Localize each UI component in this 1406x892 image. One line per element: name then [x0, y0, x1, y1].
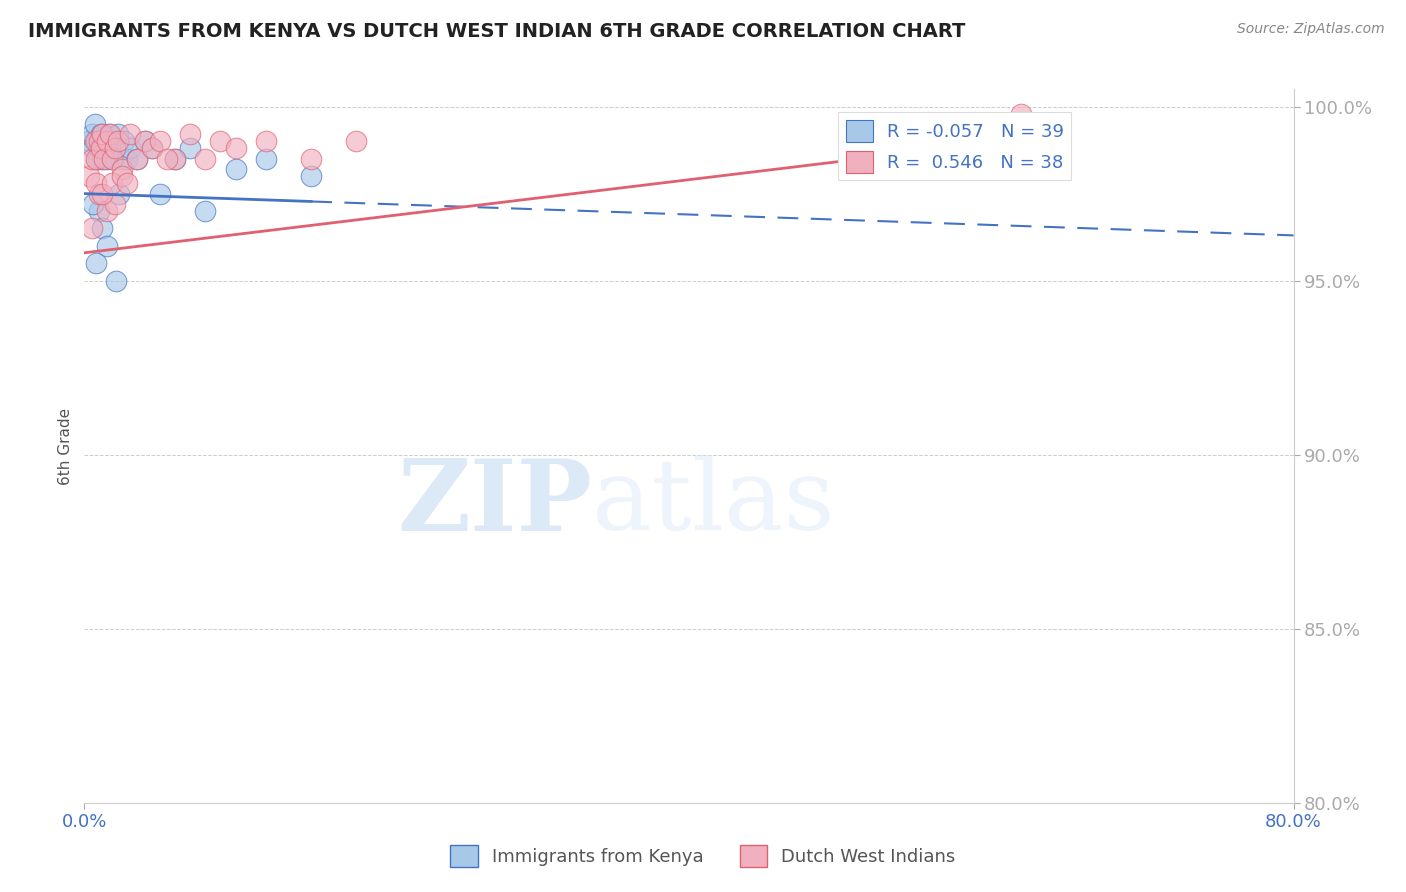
Point [80, 128, 103, 142]
Point [91, 128, 114, 142]
Point [90, 141, 112, 155]
Point [111, 162, 134, 177]
Point [111, 169, 134, 184]
Point [93, 135, 115, 149]
Point [104, 197, 127, 211]
Point [299, 152, 322, 166]
Point [86, 152, 108, 166]
Point [108, 186, 131, 201]
Point [118, 128, 141, 142]
Point [89, 186, 111, 201]
Point [82, 141, 104, 155]
Point [96, 204, 118, 219]
Point [149, 135, 172, 149]
Point [100, 152, 122, 166]
Point [254, 152, 277, 166]
Point [91, 152, 114, 166]
Point [97, 128, 120, 142]
Point [89, 141, 111, 155]
Point [112, 135, 135, 149]
Point [194, 204, 217, 219]
Point [96, 135, 118, 149]
Point [107, 135, 129, 149]
Point [225, 141, 247, 155]
Point [100, 176, 122, 190]
Point [134, 135, 156, 149]
Point [127, 152, 149, 166]
Point [1011, 106, 1033, 120]
Point [96, 152, 118, 166]
Point [100, 135, 122, 149]
Point [165, 152, 187, 166]
Point [91, 221, 114, 235]
Point [209, 135, 232, 149]
Point [80, 152, 103, 166]
Text: IMMIGRANTS FROM KENYA VS DUTCH WEST INDIAN 6TH GRADE CORRELATION CHART: IMMIGRANTS FROM KENYA VS DUTCH WEST INDI… [28, 22, 966, 41]
Point [96, 239, 118, 253]
Point [110, 152, 132, 166]
Point [299, 169, 322, 184]
Point [94, 141, 117, 155]
Point [84, 135, 107, 149]
Point [141, 141, 163, 155]
Point [82, 197, 104, 211]
Point [90, 128, 112, 142]
Point [91, 186, 114, 201]
Point [105, 274, 128, 288]
Legend: Immigrants from Kenya, Dutch West Indians: Immigrants from Kenya, Dutch West Indian… [443, 838, 963, 874]
Point [86, 256, 108, 270]
Point [115, 176, 138, 190]
Point [98, 128, 121, 142]
Point [87, 152, 110, 166]
Point [98, 141, 121, 155]
Y-axis label: 6th Grade: 6th Grade [58, 408, 73, 484]
Point [107, 128, 129, 142]
Point [77, 135, 100, 149]
Point [101, 152, 124, 166]
Point [86, 176, 108, 190]
Point [80, 221, 103, 235]
Point [149, 186, 172, 201]
Point [89, 204, 111, 219]
Point [156, 152, 179, 166]
Text: atlas: atlas [592, 455, 835, 551]
Text: ZIP: ZIP [398, 455, 592, 551]
Legend: R = -0.057   N = 39, R =  0.546   N = 38: R = -0.057 N = 39, R = 0.546 N = 38 [838, 112, 1071, 180]
Point [225, 162, 247, 177]
Text: Source: ZipAtlas.com: Source: ZipAtlas.com [1237, 22, 1385, 37]
Point [84, 117, 107, 131]
Point [165, 152, 187, 166]
Point [118, 141, 141, 155]
Point [104, 141, 127, 155]
Point [86, 135, 108, 149]
Point [104, 141, 127, 155]
Point [134, 135, 156, 149]
Point [89, 135, 111, 149]
Point [179, 141, 201, 155]
Point [93, 152, 115, 166]
Point [77, 169, 100, 184]
Point [141, 141, 163, 155]
Point [194, 152, 217, 166]
Point [115, 152, 138, 166]
Point [179, 128, 201, 142]
Point [127, 152, 149, 166]
Point [254, 135, 277, 149]
Point [346, 135, 368, 149]
